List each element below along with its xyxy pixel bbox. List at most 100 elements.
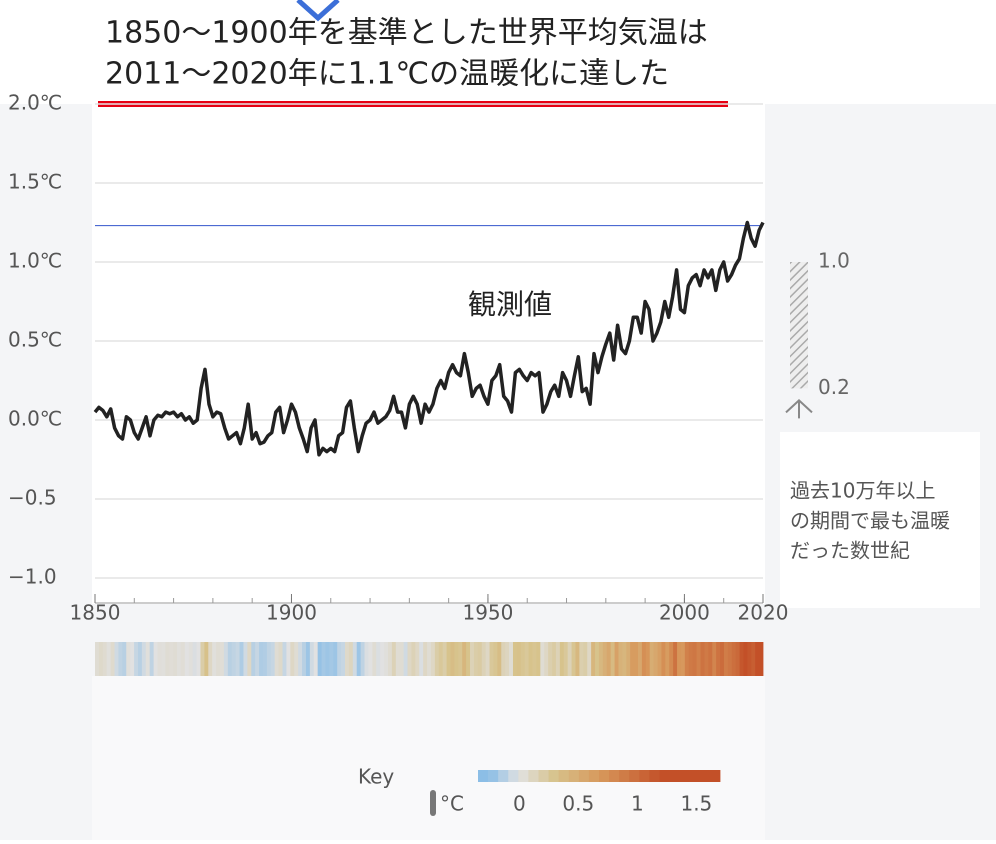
stripe bbox=[427, 642, 432, 676]
stripe bbox=[485, 642, 490, 676]
stripe bbox=[731, 642, 737, 676]
stripe bbox=[134, 642, 139, 676]
key-swatch bbox=[488, 770, 499, 782]
stripe bbox=[305, 642, 311, 676]
annotation: 観測値 bbox=[468, 288, 552, 321]
paleo-label: 0.2 bbox=[818, 375, 850, 399]
stripe bbox=[434, 642, 440, 676]
stripe bbox=[337, 642, 342, 676]
key-swatch bbox=[508, 770, 519, 782]
stripe bbox=[583, 642, 588, 676]
stripe bbox=[548, 642, 553, 676]
stripe bbox=[102, 642, 108, 676]
stripe bbox=[501, 642, 506, 676]
stripe bbox=[735, 642, 740, 676]
key-swatch bbox=[548, 770, 560, 782]
stripe bbox=[223, 642, 229, 676]
stripe bbox=[673, 642, 678, 676]
stripe bbox=[286, 642, 291, 676]
stripe bbox=[544, 642, 549, 676]
stripe bbox=[290, 642, 295, 676]
stripe bbox=[747, 642, 752, 676]
stripe bbox=[196, 642, 201, 676]
key-tick-label: 1.5 bbox=[680, 792, 712, 816]
stripe bbox=[106, 642, 112, 676]
stripe bbox=[204, 642, 209, 676]
stripe bbox=[739, 642, 744, 676]
stripe bbox=[489, 642, 494, 676]
stripe bbox=[118, 642, 123, 676]
stripe bbox=[368, 642, 373, 676]
stripe bbox=[618, 642, 623, 676]
stripe bbox=[345, 642, 350, 676]
stripe bbox=[302, 642, 307, 676]
stripe bbox=[321, 642, 326, 676]
stripe bbox=[395, 642, 401, 676]
stripe bbox=[309, 642, 315, 676]
y-tick-label: 2.0℃ bbox=[8, 91, 62, 115]
y-tick-label: 0.0℃ bbox=[8, 407, 62, 431]
stripe bbox=[442, 642, 447, 676]
x-tick-label: 2000 bbox=[659, 601, 710, 625]
stripe bbox=[212, 642, 217, 676]
stripe bbox=[470, 642, 475, 676]
stripe bbox=[579, 642, 584, 676]
stripe bbox=[278, 642, 283, 676]
thermometer bbox=[430, 790, 436, 816]
stripe bbox=[325, 642, 330, 676]
key-swatch bbox=[528, 770, 539, 782]
stripe bbox=[348, 642, 354, 676]
stripe bbox=[122, 642, 127, 676]
stripe bbox=[231, 642, 237, 676]
stripe bbox=[684, 642, 690, 676]
stripe bbox=[637, 642, 643, 676]
stripe bbox=[688, 642, 694, 676]
title: 2011〜2020年に1.1℃の温暖化に達した bbox=[105, 57, 669, 92]
key-swatch bbox=[629, 770, 640, 782]
key-swatch bbox=[689, 770, 701, 782]
stripe bbox=[333, 642, 338, 676]
x-tick-label: 2020 bbox=[738, 601, 789, 625]
stripe bbox=[692, 642, 697, 676]
x-tick-label: 1950 bbox=[462, 601, 513, 625]
note-line: 過去10万年以上 bbox=[790, 479, 935, 503]
stripe bbox=[356, 642, 362, 676]
stripe bbox=[255, 642, 260, 676]
stripe bbox=[653, 642, 658, 676]
stripe bbox=[177, 642, 182, 676]
stripe bbox=[126, 642, 131, 676]
stripe bbox=[157, 642, 162, 676]
stripe bbox=[509, 642, 514, 676]
x-tick-label: 1900 bbox=[266, 601, 317, 625]
stripe bbox=[247, 642, 252, 676]
stripe bbox=[524, 642, 530, 676]
key-swatch bbox=[578, 770, 590, 782]
stripe bbox=[313, 642, 319, 676]
stripe bbox=[720, 642, 725, 676]
y-tick-label: 0.5℃ bbox=[8, 328, 62, 352]
arrow bbox=[296, 0, 340, 22]
stripe bbox=[149, 642, 154, 676]
stripe bbox=[98, 642, 104, 676]
stripe bbox=[407, 642, 412, 676]
stripe bbox=[200, 642, 205, 676]
stripe bbox=[220, 642, 225, 676]
stripe bbox=[634, 642, 639, 676]
stripe bbox=[438, 642, 444, 676]
stripe bbox=[380, 642, 385, 676]
stripe bbox=[708, 642, 713, 676]
stripe bbox=[477, 642, 483, 676]
paleo-range bbox=[790, 262, 808, 389]
key-box bbox=[92, 676, 765, 840]
key-swatch bbox=[619, 770, 630, 782]
title: 1850〜1900年を基準とした世界平均気温は bbox=[105, 16, 708, 51]
stripe bbox=[235, 642, 240, 676]
stripe bbox=[192, 642, 197, 676]
stripe bbox=[661, 642, 666, 676]
stripe bbox=[141, 642, 147, 676]
stripe bbox=[591, 642, 596, 676]
stripe bbox=[387, 642, 393, 676]
stripe bbox=[680, 642, 686, 676]
stripe bbox=[587, 642, 592, 676]
key-swatch bbox=[669, 770, 681, 782]
